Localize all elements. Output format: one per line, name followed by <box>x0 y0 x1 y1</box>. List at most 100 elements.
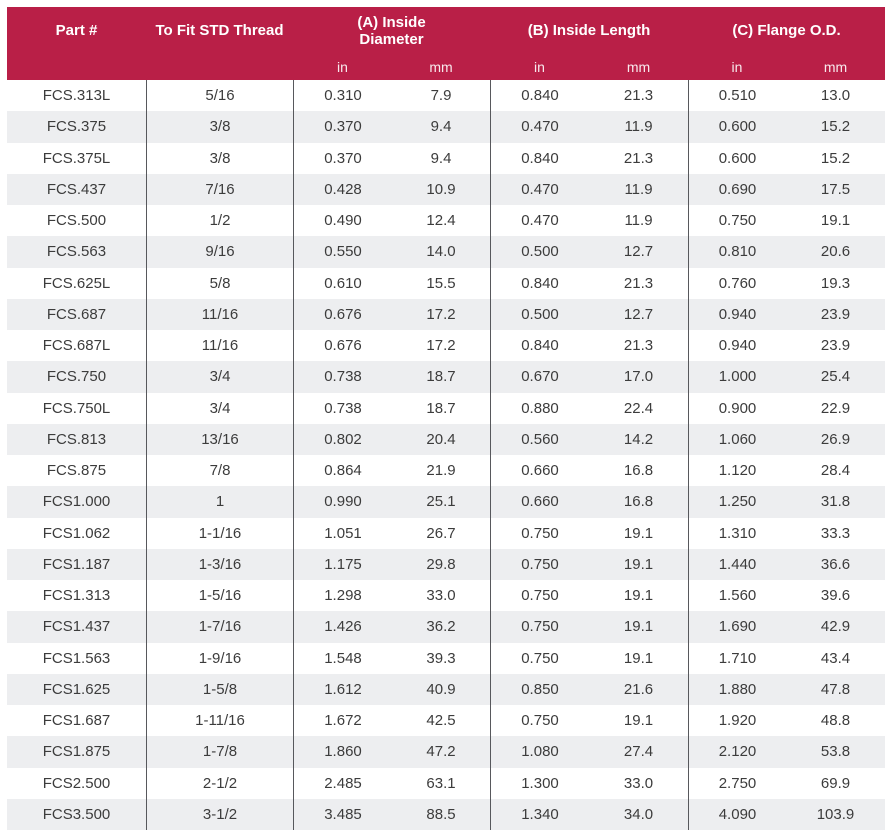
cell-std-thread: 13/16 <box>146 423 293 455</box>
cell-std-thread: 1-5/16 <box>146 580 293 612</box>
cell-inside-length-mm: 34.0 <box>623 805 654 823</box>
cell-inside-diameter-in: 3.485 <box>293 798 392 830</box>
table-row: FCS1.625 1-5/8 1.612 40.9 0.850 21.6 1.880 47.8 <box>7 673 885 705</box>
cell-inside-diameter-mm: 12.4 <box>426 212 456 230</box>
cell-inside-diameter-mm: 63.1 <box>426 774 456 792</box>
cell-std-thread: 2-1/2 <box>146 767 293 799</box>
cell-part-number: FCS1.000 <box>42 493 111 511</box>
cell-inside-length-in: 0.750 <box>490 517 589 549</box>
cell-flange-od-in: 1.880 <box>688 673 786 705</box>
cell-std-thread: 1-3/16 <box>146 548 293 580</box>
table-header: Part # To Fit STD Thread (A) Inside Diam… <box>7 7 885 80</box>
cell-inside-length-in: 0.470 <box>490 173 589 205</box>
cell-flange-od-mm: 19.1 <box>820 212 851 230</box>
table-row: FCS.437 7/16 0.428 10.9 0.470 11.9 0.690 17.5 <box>7 173 885 205</box>
cell-inside-diameter-in: 1.298 <box>293 580 392 612</box>
cell-std-thread: 3/8 <box>146 142 293 174</box>
table-row: FCS.687 11/16 0.676 17.2 0.500 12.7 0.940 23.9 <box>7 298 885 330</box>
header-inside-length: (B) Inside Length <box>490 7 688 55</box>
cell-flange-od-in: 2.120 <box>688 736 786 768</box>
cell-flange-od-in: 0.810 <box>688 236 786 268</box>
cell-inside-length-mm: 19.1 <box>623 618 654 636</box>
unit-inside-diameter-mm: mm <box>429 59 453 75</box>
cell-inside-diameter-mm: 42.5 <box>426 712 456 730</box>
cell-inside-diameter-mm: 40.9 <box>426 680 456 698</box>
cell-inside-diameter-mm: 29.8 <box>426 555 456 573</box>
cell-inside-diameter-mm: 10.9 <box>426 180 456 198</box>
cell-part-number: FCS.437 <box>46 180 107 198</box>
cell-part-number: FCS.687L <box>42 337 111 355</box>
cell-inside-diameter-mm: 14.0 <box>426 243 456 261</box>
table-row: FCS1.062 1-1/16 1.051 26.7 0.750 19.1 1.310 33.… <box>7 517 885 549</box>
cell-flange-od-in: 1.920 <box>688 705 786 737</box>
cell-inside-length-mm: 21.3 <box>623 87 654 105</box>
cell-part-number: FCS.563 <box>46 243 107 261</box>
cell-inside-length-mm: 19.1 <box>623 587 654 605</box>
cell-inside-length-mm: 27.4 <box>623 743 654 761</box>
cell-inside-length-mm: 16.8 <box>623 462 654 480</box>
header-std-thread-label: To Fit STD Thread <box>155 22 284 40</box>
cell-flange-od-mm: 36.6 <box>820 555 851 573</box>
cell-inside-length-mm: 21.3 <box>623 274 654 292</box>
cell-inside-length-mm: 12.7 <box>623 305 654 323</box>
cell-inside-diameter-in: 0.370 <box>293 142 392 174</box>
table-row: FCS.750 3/4 0.738 18.7 0.670 17.0 1.000 25.4 <box>7 361 885 393</box>
cell-std-thread: 9/16 <box>146 236 293 268</box>
cell-flange-od-in: 1.120 <box>688 455 786 487</box>
cell-part-number: FCS1.625 <box>42 680 111 698</box>
cell-std-thread: 1-7/16 <box>146 611 293 643</box>
cell-inside-diameter-in: 0.738 <box>293 361 392 393</box>
cell-flange-od-mm: 23.9 <box>820 305 851 323</box>
cell-std-thread: 1/2 <box>146 205 293 237</box>
table-row: FCS1.687 1-11/16 1.672 42.5 0.750 19.1 1.920 48… <box>7 705 885 737</box>
cell-part-number: FCS.375 <box>46 118 107 136</box>
cell-inside-length-in: 0.660 <box>490 455 589 487</box>
cell-flange-od-in: 0.600 <box>688 111 786 143</box>
cell-inside-diameter-in: 0.310 <box>293 80 392 112</box>
cell-flange-od-mm: 103.9 <box>816 805 855 823</box>
cell-std-thread: 1-11/16 <box>146 705 293 737</box>
cell-inside-diameter-in: 1.051 <box>293 517 392 549</box>
cell-inside-length-mm: 19.1 <box>623 649 654 667</box>
table-row: FCS1.437 1-7/16 1.426 36.2 0.750 19.1 1.690 42.… <box>7 611 885 643</box>
cell-std-thread: 5/16 <box>146 80 293 112</box>
cell-inside-diameter-mm: 20.4 <box>426 430 456 448</box>
cell-part-number: FCS.750L <box>42 399 111 417</box>
cell-inside-diameter-mm: 36.2 <box>426 618 456 636</box>
cell-inside-length-in: 0.470 <box>490 111 589 143</box>
table-row: FCS3.500 3-1/2 3.485 88.5 1.340 34.0 4.090 103.… <box>7 798 885 830</box>
cell-std-thread: 3/8 <box>146 111 293 143</box>
cell-std-thread: 11/16 <box>146 330 293 362</box>
cell-inside-diameter-mm: 33.0 <box>426 587 456 605</box>
cell-part-number: FCS1.062 <box>42 524 111 542</box>
cell-inside-diameter-mm: 17.2 <box>426 305 456 323</box>
cell-flange-od-mm: 43.4 <box>820 649 851 667</box>
cell-inside-length-mm: 17.0 <box>623 368 654 386</box>
cell-inside-diameter-mm: 9.4 <box>430 118 452 136</box>
header-flange-od-label: (C) Flange O.D. <box>732 22 841 40</box>
cell-std-thread: 7/8 <box>146 455 293 487</box>
unit-flange-od-mm: mm <box>823 59 848 75</box>
cell-part-number: FCS1.187 <box>42 555 111 573</box>
cell-std-thread: 11/16 <box>146 298 293 330</box>
cell-inside-length-in: 0.850 <box>490 673 589 705</box>
cell-inside-diameter-in: 1.548 <box>293 642 392 674</box>
cell-inside-length-in: 0.750 <box>490 611 589 643</box>
table-row: FCS.313L 5/16 0.310 7.9 0.840 21.3 0.510 13.0 <box>7 80 885 112</box>
cell-inside-diameter-in: 0.990 <box>293 486 392 518</box>
cell-flange-od-in: 0.940 <box>688 298 786 330</box>
cell-inside-diameter-mm: 17.2 <box>426 337 456 355</box>
cell-inside-length-in: 0.470 <box>490 205 589 237</box>
cell-part-number: FCS1.687 <box>42 712 111 730</box>
cell-inside-diameter-in: 0.676 <box>293 298 392 330</box>
unit-inside-length-in: in <box>534 59 545 75</box>
cell-inside-length-mm: 21.6 <box>623 680 654 698</box>
cell-inside-diameter-in: 2.485 <box>293 767 392 799</box>
cell-flange-od-in: 0.690 <box>688 173 786 205</box>
cell-flange-od-in: 2.750 <box>688 767 786 799</box>
table-row: FCS.625L 5/8 0.610 15.5 0.840 21.3 0.760 19.3 <box>7 267 885 299</box>
cell-flange-od-in: 0.900 <box>688 392 786 424</box>
cell-inside-length-mm: 22.4 <box>623 399 654 417</box>
unit-flange-od-in: in <box>731 59 743 75</box>
cell-flange-od-in: 0.600 <box>688 142 786 174</box>
